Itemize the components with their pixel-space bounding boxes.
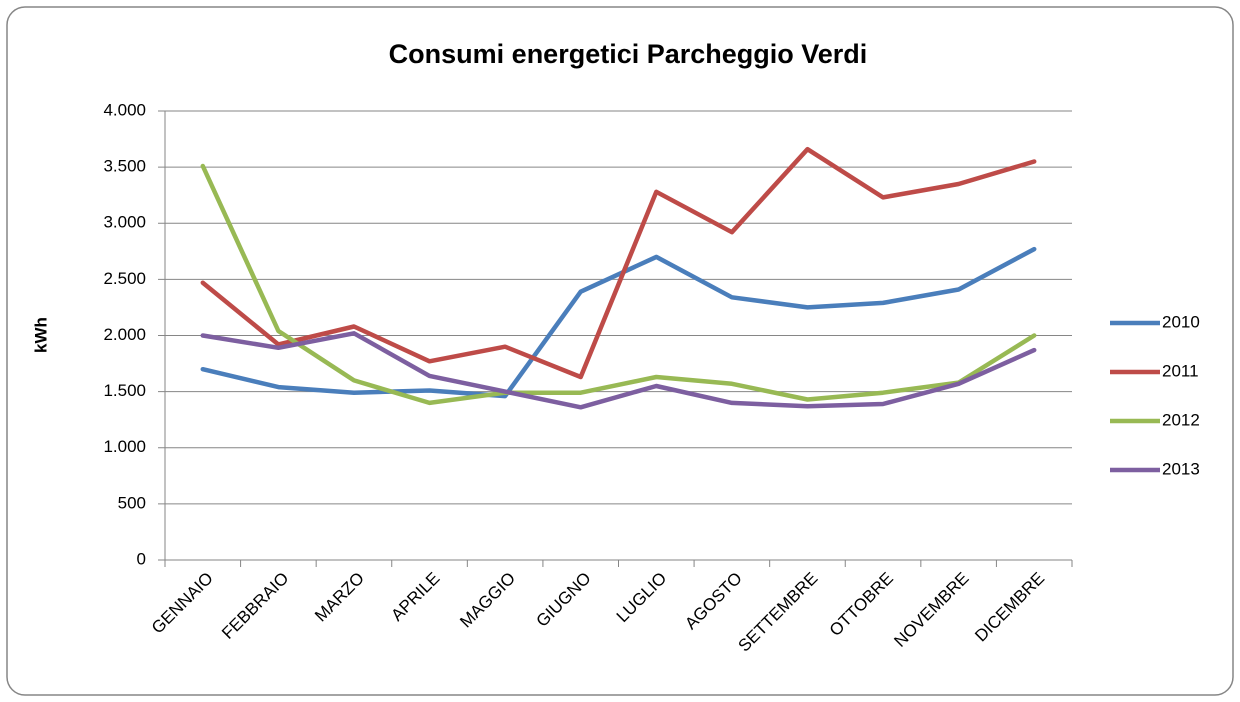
y-tick-label: 500 [118, 493, 146, 512]
y-tick-label: 2.000 [103, 325, 146, 344]
y-tick-label: 4.000 [103, 100, 146, 119]
chart-border [6, 6, 1234, 696]
y-tick-label: 3.000 [103, 213, 146, 232]
y-tick-label: 0 [137, 549, 146, 568]
y-tick-label: 1.000 [103, 437, 146, 456]
series-line [200, 146, 1037, 380]
series-line [200, 331, 1037, 410]
y-tick-label: 2.500 [103, 269, 146, 288]
chart-title: Consumi energetici Parcheggio Verdi [389, 39, 868, 69]
y-tick-label: 3.500 [103, 157, 146, 176]
y-tick-label: 1.500 [103, 381, 146, 400]
series-line [200, 163, 1037, 406]
legend-label: 2010 [1162, 312, 1200, 331]
legend-label: 2013 [1162, 459, 1200, 478]
legend-label: 2012 [1162, 410, 1200, 429]
y-axis-title: kWh [31, 317, 50, 353]
legend-label: 2011 [1162, 361, 1199, 380]
series-line [200, 246, 1037, 399]
